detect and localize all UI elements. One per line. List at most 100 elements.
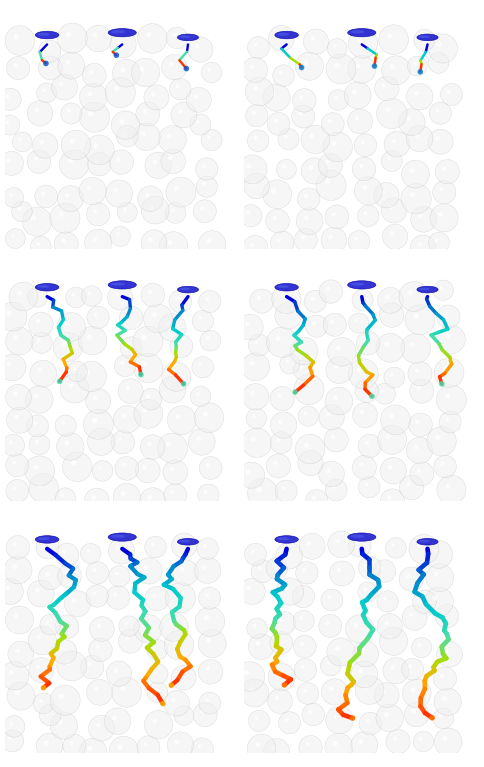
Circle shape bbox=[109, 150, 134, 174]
Circle shape bbox=[369, 393, 375, 399]
Circle shape bbox=[295, 52, 323, 81]
Circle shape bbox=[332, 486, 335, 489]
Circle shape bbox=[147, 682, 168, 703]
Circle shape bbox=[175, 739, 180, 744]
Circle shape bbox=[120, 337, 142, 359]
Circle shape bbox=[333, 714, 338, 719]
Circle shape bbox=[250, 64, 254, 69]
Circle shape bbox=[8, 736, 12, 740]
Circle shape bbox=[326, 287, 330, 291]
Circle shape bbox=[73, 367, 76, 370]
Circle shape bbox=[138, 372, 144, 377]
Circle shape bbox=[87, 334, 92, 340]
Circle shape bbox=[203, 544, 207, 548]
Circle shape bbox=[266, 454, 290, 478]
Circle shape bbox=[173, 560, 198, 585]
Circle shape bbox=[348, 231, 370, 252]
Circle shape bbox=[382, 224, 408, 249]
Circle shape bbox=[200, 331, 221, 351]
Circle shape bbox=[140, 488, 166, 513]
Circle shape bbox=[112, 716, 117, 720]
Circle shape bbox=[31, 332, 52, 354]
Circle shape bbox=[199, 291, 221, 313]
Circle shape bbox=[328, 235, 333, 239]
Circle shape bbox=[380, 405, 410, 435]
Circle shape bbox=[66, 287, 86, 308]
Circle shape bbox=[194, 94, 198, 99]
Circle shape bbox=[381, 83, 386, 87]
Circle shape bbox=[330, 320, 334, 324]
Circle shape bbox=[320, 656, 341, 676]
Circle shape bbox=[67, 109, 71, 113]
Circle shape bbox=[247, 586, 251, 591]
Circle shape bbox=[41, 192, 45, 196]
Circle shape bbox=[180, 711, 183, 715]
Circle shape bbox=[26, 386, 53, 413]
Circle shape bbox=[115, 571, 119, 575]
Circle shape bbox=[303, 60, 308, 65]
Ellipse shape bbox=[417, 286, 438, 293]
Circle shape bbox=[440, 673, 444, 678]
Circle shape bbox=[14, 35, 19, 40]
Circle shape bbox=[353, 403, 378, 427]
Circle shape bbox=[206, 336, 210, 340]
Circle shape bbox=[364, 482, 368, 486]
Circle shape bbox=[123, 208, 126, 212]
Circle shape bbox=[321, 589, 343, 611]
Circle shape bbox=[25, 456, 55, 486]
Circle shape bbox=[390, 64, 395, 69]
Circle shape bbox=[68, 158, 73, 163]
Circle shape bbox=[352, 90, 357, 94]
Circle shape bbox=[87, 680, 112, 705]
Circle shape bbox=[271, 92, 275, 97]
Circle shape bbox=[106, 180, 133, 207]
Circle shape bbox=[96, 723, 101, 727]
Circle shape bbox=[188, 429, 215, 456]
Circle shape bbox=[254, 85, 258, 91]
Circle shape bbox=[335, 538, 340, 543]
Circle shape bbox=[207, 136, 211, 140]
Circle shape bbox=[248, 334, 270, 356]
Circle shape bbox=[251, 180, 256, 185]
Circle shape bbox=[36, 665, 41, 670]
Circle shape bbox=[134, 400, 163, 428]
Circle shape bbox=[13, 392, 17, 397]
Circle shape bbox=[413, 732, 434, 752]
Circle shape bbox=[50, 685, 80, 716]
Circle shape bbox=[294, 659, 317, 681]
Circle shape bbox=[5, 26, 35, 55]
Circle shape bbox=[264, 739, 290, 765]
Circle shape bbox=[88, 153, 111, 176]
Circle shape bbox=[437, 42, 442, 48]
Circle shape bbox=[94, 686, 99, 691]
Circle shape bbox=[304, 194, 308, 198]
Circle shape bbox=[134, 353, 163, 383]
Circle shape bbox=[143, 109, 147, 114]
Circle shape bbox=[332, 212, 336, 216]
Circle shape bbox=[34, 156, 38, 161]
Circle shape bbox=[87, 185, 91, 190]
Circle shape bbox=[28, 627, 57, 655]
Circle shape bbox=[118, 39, 122, 44]
Circle shape bbox=[6, 384, 31, 410]
Circle shape bbox=[319, 461, 345, 487]
Circle shape bbox=[87, 746, 92, 751]
Circle shape bbox=[166, 321, 171, 327]
Circle shape bbox=[154, 670, 157, 673]
Circle shape bbox=[333, 44, 336, 48]
Circle shape bbox=[445, 483, 451, 489]
Circle shape bbox=[331, 435, 335, 439]
Circle shape bbox=[166, 442, 171, 447]
Circle shape bbox=[390, 373, 393, 377]
Circle shape bbox=[417, 69, 423, 74]
Circle shape bbox=[111, 430, 135, 454]
Ellipse shape bbox=[178, 34, 198, 41]
Circle shape bbox=[277, 238, 281, 242]
Circle shape bbox=[86, 389, 111, 413]
Circle shape bbox=[192, 311, 213, 332]
Circle shape bbox=[109, 736, 138, 765]
Circle shape bbox=[11, 234, 15, 238]
Circle shape bbox=[41, 685, 46, 690]
Circle shape bbox=[359, 557, 381, 579]
Circle shape bbox=[256, 742, 260, 747]
